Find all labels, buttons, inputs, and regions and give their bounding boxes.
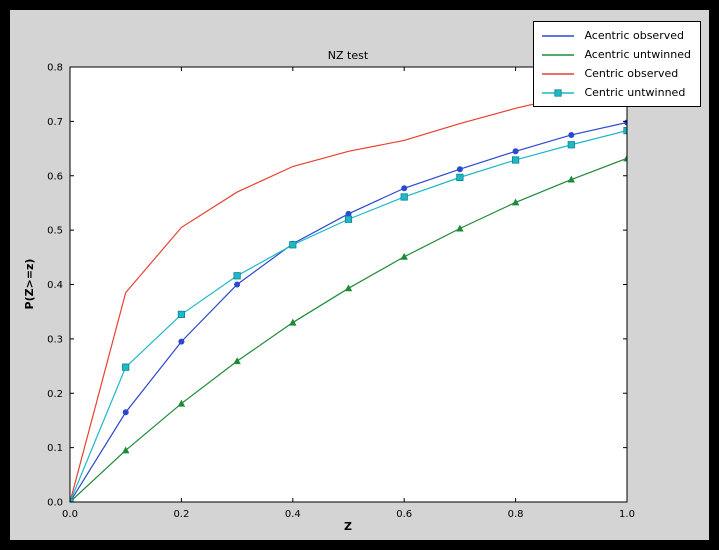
tick-labels: 0.0 0.2 0.4 0.6 0.8 1.0 0.0 0.1 0.2 0.3 0.4 0.5 0.6 0… [47,63,635,521]
series-acentric-untwinned [70,154,627,502]
y-tick-label: 0.0 [47,498,63,509]
x-tick-label: 0.0 [62,509,78,520]
legend-label: Acentric observed [584,29,684,42]
nz-test-chart: 0.0 0.2 0.4 0.6 0.8 1.0 0.0 0.1 0.2 0.3 0.4 0.5 0.6 0… [23,49,635,533]
legend-item: Centric observed [540,65,691,82]
legend-item: Acentric observed [540,27,691,44]
x-tick-label: 0.6 [396,509,412,520]
legend-line-sample [542,72,575,75]
series-centric-untwinned [70,127,627,502]
figure-canvas: 0.0 0.2 0.4 0.6 0.8 1.0 0.0 0.1 0.2 0.3 0.4 0.5 0.6 0… [10,10,709,540]
legend-item: Acentric untwinned [540,46,691,63]
y-tick-label: 0.7 [47,117,63,128]
chart-title: NZ test [328,49,369,62]
legend-label: Acentric untwinned [584,48,691,61]
x-tick-label: 0.8 [508,509,524,520]
y-tick-label: 0.1 [47,443,63,454]
y-tick-label: 0.5 [47,226,63,237]
x-axis-label: Z [344,520,352,533]
y-tick-label: 0.3 [47,334,63,345]
y-tick-label: 0.4 [47,280,63,291]
legend-label: Centric untwinned [584,86,686,99]
legend-line-sample [542,53,575,56]
y-tick-label: 0.2 [47,389,63,400]
y-axis-label: P(Z>=z) [23,259,36,310]
legend-item: Centric untwinned [540,84,691,101]
legend: Acentric observed Acentric untwinned Centr… [533,21,701,107]
legend-line-sample [542,88,575,97]
x-tick-label: 0.4 [285,509,301,520]
legend-line-sample [542,34,575,37]
y-tick-label: 0.6 [47,171,63,182]
y-tick-label: 0.8 [47,63,63,74]
legend-label: Centric observed [584,67,679,80]
x-tick-label: 0.2 [173,509,189,520]
x-tick-label: 1.0 [619,509,635,520]
